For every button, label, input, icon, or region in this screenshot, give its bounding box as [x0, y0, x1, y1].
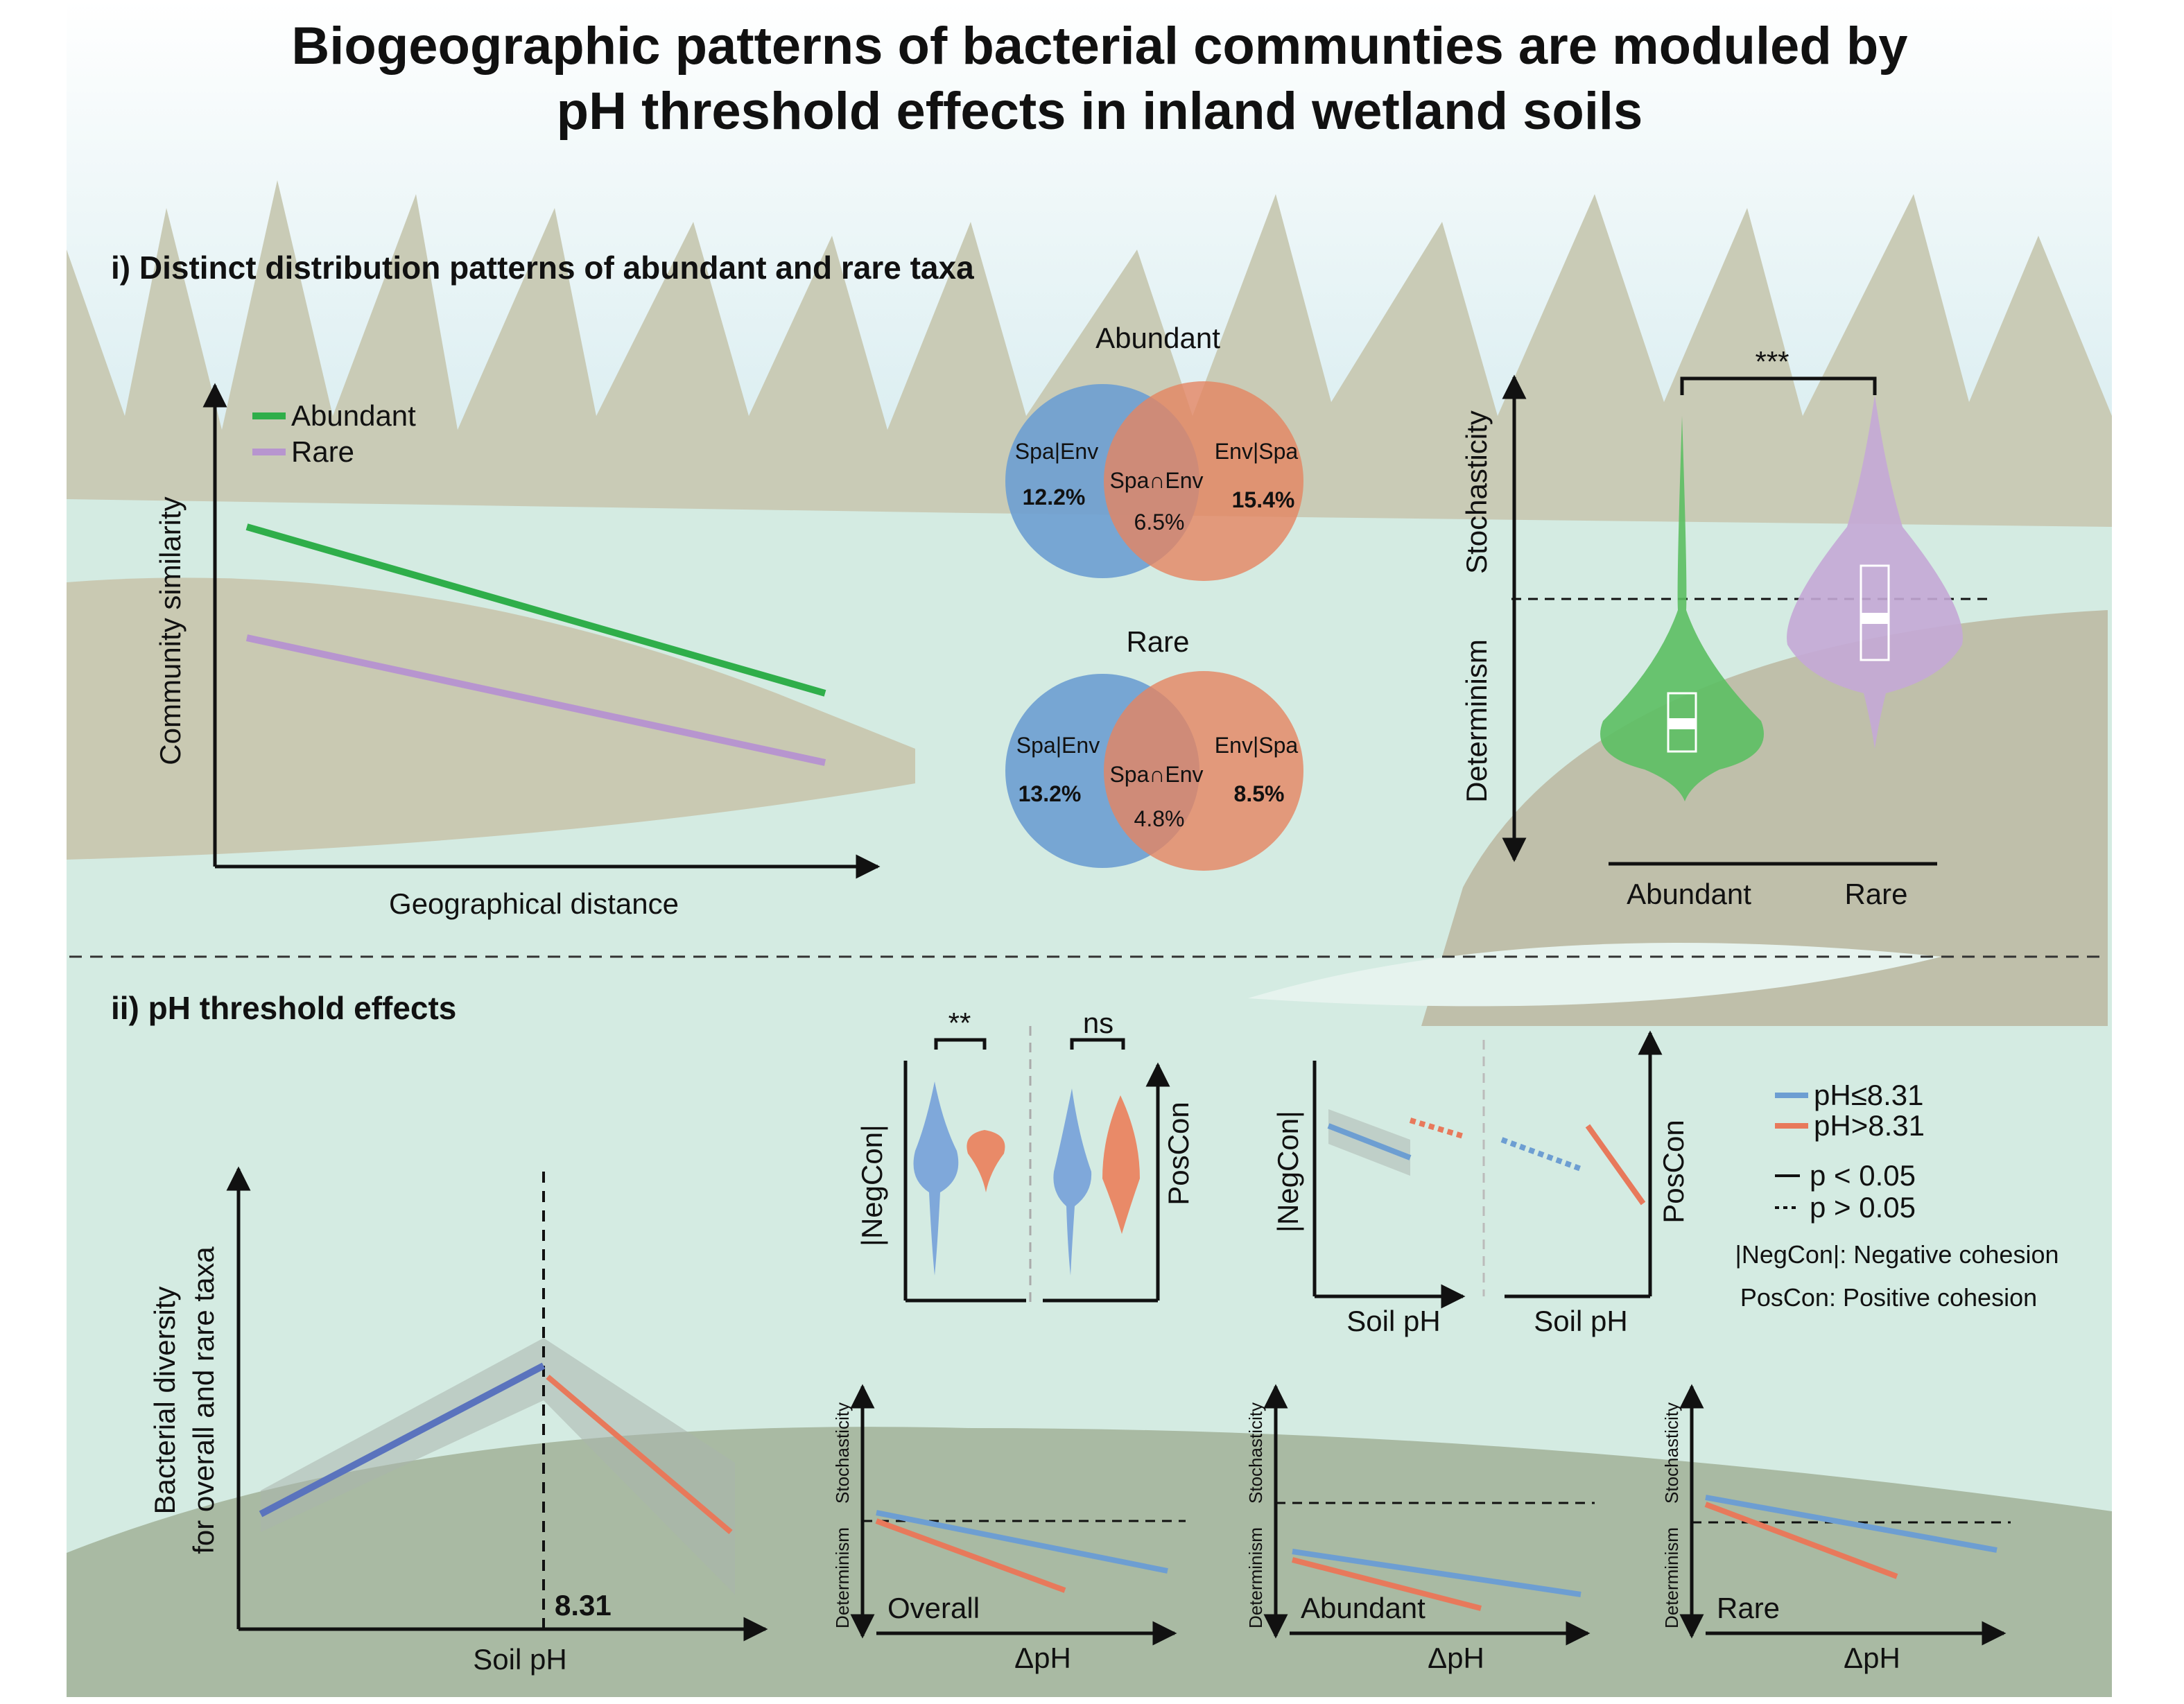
- trend-line: [1705, 1495, 1997, 1553]
- section-heading: i) Distinct distribution patterns of abu…: [111, 250, 974, 286]
- title-line: Biogeographic patterns of bacterial comm…: [291, 17, 1907, 76]
- trend-line: [1327, 1123, 1412, 1160]
- x-axis-label: Soil pH: [1534, 1305, 1627, 1337]
- high-ph-line: [546, 1374, 733, 1535]
- venn-label: Spa∩Env: [1109, 468, 1203, 493]
- trend-line: [875, 1518, 1066, 1593]
- venn-circle: [1104, 381, 1303, 581]
- y-axis-label: PosCon: [1657, 1120, 1690, 1223]
- venn-value: 15.4%: [1232, 487, 1295, 512]
- y-axis-label: Bacterial diversity: [148, 1286, 181, 1514]
- threshold-label: 8.31: [555, 1589, 612, 1622]
- venn-value: 8.5%: [1234, 781, 1285, 806]
- stochasticity-label: Stochasticity: [1661, 1402, 1682, 1504]
- abundant-line: [245, 523, 826, 697]
- panel-label: Overall: [887, 1592, 980, 1624]
- low-ph-line: [259, 1362, 546, 1518]
- venn-label: Env|Spa: [1215, 733, 1299, 758]
- category-label: Rare: [1844, 878, 1907, 910]
- venn-value: 12.2%: [1023, 485, 1086, 510]
- venn-label: Spa|Env: [1015, 439, 1098, 464]
- venn-label: Spa∩Env: [1109, 762, 1203, 787]
- x-axis-label: Soil pH: [473, 1643, 566, 1676]
- title-line: pH threshold effects in inland wetland s…: [557, 82, 1643, 141]
- legend-label: p > 0.05: [1810, 1191, 1916, 1224]
- cohesion-line-panel: |NegCon| PosCon Soil pH Soil pH: [1272, 1030, 1690, 1337]
- violin: [967, 1130, 1005, 1192]
- legend-label: p < 0.05: [1810, 1159, 1916, 1192]
- stochasticity-label: Stochasticity: [1245, 1402, 1266, 1504]
- legend-label: Rare: [291, 435, 354, 468]
- venn-label: Spa|Env: [1016, 733, 1100, 758]
- venn-title: Rare: [1126, 625, 1189, 658]
- category-label: Abundant: [1627, 878, 1751, 910]
- bracket: [1070, 1038, 1125, 1050]
- stochasticity-label: Stochasticity: [1460, 410, 1493, 574]
- y-axis-label: for overall and rare taxa: [187, 1246, 220, 1554]
- violin: [1102, 1095, 1140, 1234]
- median: [1861, 613, 1889, 624]
- violin: [1600, 416, 1764, 801]
- trend-line: [876, 1510, 1168, 1574]
- venn-value: 6.5%: [1134, 510, 1185, 534]
- violin: [1053, 1088, 1092, 1276]
- trend-line: [1704, 1502, 1898, 1579]
- stochasticity-panels: Stochasticity Determinism Overall ΔpH Stocha…: [832, 1384, 2011, 1674]
- trend-line: [1500, 1137, 1582, 1172]
- definition: |NegCon|: Negative cohesion: [1735, 1240, 2059, 1269]
- section-heading: ii) pH threshold effects: [111, 990, 456, 1026]
- confidence-band: [261, 1338, 735, 1594]
- legend-label: Abundant: [291, 399, 416, 432]
- venn-abundant: Abundant Spa|Env 12.2% Spa∩Env 6.5% Env|…: [1005, 322, 1303, 581]
- rare-line: [245, 634, 826, 766]
- determinism-label: Determinism: [832, 1527, 853, 1628]
- significance: **: [948, 1007, 971, 1039]
- determinism-label: Determinism: [1661, 1527, 1682, 1628]
- legend-label: pH≤8.31: [1814, 1079, 1923, 1111]
- violin: [1787, 395, 1963, 749]
- x-axis-label: ΔpH: [1014, 1642, 1071, 1674]
- trend-line: [1292, 1549, 1581, 1597]
- cohesion-violin-panel: ** ns |NegCon| PosCon: [856, 1007, 1195, 1303]
- significance: ns: [1083, 1007, 1113, 1039]
- legend-label: pH>8.31: [1814, 1109, 1925, 1142]
- venn-title: Abundant: [1095, 322, 1220, 354]
- significance: ***: [1755, 345, 1789, 378]
- x-axis-label: ΔpH: [1844, 1642, 1900, 1674]
- legend: pH≤8.31 pH>8.31 p < 0.05 p > 0.05 |NegCo…: [1735, 1079, 2059, 1312]
- x-axis-label: ΔpH: [1428, 1642, 1484, 1674]
- median: [1668, 718, 1696, 729]
- assembly-violin-panel: Stochasticity Determinism *** Abundant R…: [1460, 345, 1993, 910]
- trend-line: [1292, 1557, 1482, 1611]
- y-axis-label: PosCon: [1162, 1102, 1195, 1205]
- venn-circle: [1104, 671, 1303, 871]
- stochasticity-label: Stochasticity: [832, 1402, 853, 1504]
- venn-rare: Rare Spa|Env 13.2% Spa∩Env 4.8% Env|Spa …: [1005, 625, 1303, 871]
- panel-label: Rare: [1717, 1592, 1780, 1624]
- diversity-panel: 8.31 Bacterial diversity for overall and…: [148, 1166, 768, 1676]
- violin: [913, 1081, 959, 1276]
- venn-label: Env|Spa: [1215, 439, 1299, 464]
- determinism-label: Determinism: [1245, 1527, 1266, 1628]
- bracket: [934, 1038, 987, 1050]
- venn-value: 13.2%: [1019, 781, 1082, 806]
- distance-decay-panel: Abundant Rare Community similarity Geogr…: [154, 383, 881, 920]
- determinism-label: Determinism: [1460, 639, 1493, 803]
- y-axis-label: |NegCon|: [1272, 1111, 1304, 1233]
- x-axis-label: Geographical distance: [389, 887, 679, 920]
- significance-bracket: [1680, 376, 1877, 395]
- definition: PosCon: Positive cohesion: [1740, 1283, 2037, 1312]
- venn-value: 4.8%: [1134, 806, 1185, 831]
- y-axis-label: Community similarity: [154, 496, 187, 765]
- x-axis-label: Soil pH: [1346, 1305, 1440, 1337]
- panel-label: Abundant: [1301, 1592, 1425, 1624]
- y-axis-label: |NegCon|: [856, 1124, 888, 1246]
- trend-line: [1585, 1124, 1646, 1206]
